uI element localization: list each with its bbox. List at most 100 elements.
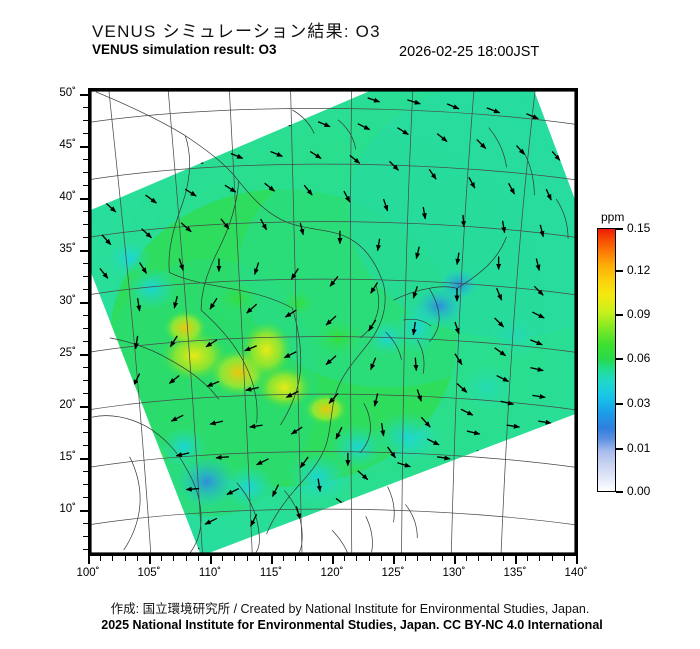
x-tick-major bbox=[332, 556, 334, 564]
x-tick-minor bbox=[125, 556, 127, 561]
y-tick-minor bbox=[83, 432, 88, 434]
x-tick-major bbox=[454, 556, 456, 564]
x-tick-minor bbox=[320, 556, 322, 561]
x-tick-minor bbox=[478, 556, 480, 561]
y-tick-minor bbox=[83, 224, 88, 226]
y-tick-minor bbox=[83, 471, 88, 473]
x-tick-minor bbox=[417, 556, 419, 561]
colorbar-tick bbox=[616, 314, 623, 316]
y-tick-minor bbox=[83, 237, 88, 239]
colorbar-gradient bbox=[597, 228, 616, 492]
colorbar-tick bbox=[616, 228, 623, 230]
colorbar-unit-label: ppm bbox=[601, 210, 625, 224]
y-tick-minor bbox=[83, 341, 88, 343]
x-tick-major bbox=[210, 556, 212, 564]
colorbar-label-012: 0.12 bbox=[627, 263, 651, 277]
title-english: VENUS simulation result: O3 bbox=[92, 42, 277, 57]
y-tick-label-25: 25˚ bbox=[59, 347, 76, 359]
y-tick-minor bbox=[83, 549, 88, 551]
x-tick-minor bbox=[295, 556, 297, 561]
x-tick-minor bbox=[527, 556, 529, 561]
x-tick-major bbox=[576, 556, 578, 564]
y-tick-minor bbox=[83, 133, 88, 135]
x-tick-label-105: 105˚ bbox=[137, 567, 161, 579]
x-tick-label-130: 130˚ bbox=[442, 567, 466, 579]
colorbar-label-009: 0.09 bbox=[627, 307, 651, 321]
y-tick-label-35: 35˚ bbox=[59, 243, 76, 255]
x-tick-minor bbox=[503, 556, 505, 561]
x-tick-label-125: 125˚ bbox=[381, 567, 405, 579]
x-tick-label-100: 100˚ bbox=[76, 567, 100, 579]
y-tick-label-50: 50˚ bbox=[59, 87, 76, 99]
x-tick-minor bbox=[539, 556, 541, 561]
x-tick-minor bbox=[247, 556, 249, 561]
map-svg bbox=[90, 90, 576, 554]
colorbar-tick bbox=[616, 270, 623, 272]
y-tick-minor bbox=[83, 536, 88, 538]
x-tick-minor bbox=[442, 556, 444, 561]
x-tick-minor bbox=[198, 556, 200, 561]
colorbar-label-000: 0.00 bbox=[627, 484, 651, 498]
x-tick-minor bbox=[112, 556, 114, 561]
y-tick-minor bbox=[83, 393, 88, 395]
colorbar-label-015: 0.15 bbox=[627, 221, 651, 235]
x-tick-minor bbox=[259, 556, 261, 561]
x-tick-major bbox=[515, 556, 517, 564]
map-plot-area bbox=[88, 88, 578, 556]
y-tick-minor bbox=[83, 315, 88, 317]
x-tick-minor bbox=[308, 556, 310, 561]
y-tick-minor bbox=[83, 523, 88, 525]
y-tick-minor bbox=[83, 419, 88, 421]
y-tick-minor bbox=[83, 380, 88, 382]
y-tick-major bbox=[80, 406, 88, 408]
y-tick-minor bbox=[83, 263, 88, 265]
y-tick-minor bbox=[83, 484, 88, 486]
colorbar-tick bbox=[616, 403, 623, 405]
y-tick-major bbox=[80, 510, 88, 512]
x-tick-label-120: 120˚ bbox=[320, 567, 344, 579]
colorbar-label-006: 0.06 bbox=[627, 351, 651, 365]
x-tick-minor bbox=[552, 556, 554, 561]
y-tick-major bbox=[80, 94, 88, 96]
x-tick-label-135: 135˚ bbox=[503, 567, 527, 579]
y-tick-label-15: 15˚ bbox=[59, 451, 76, 463]
x-tick-major bbox=[393, 556, 395, 564]
y-tick-minor bbox=[83, 172, 88, 174]
y-tick-minor bbox=[83, 276, 88, 278]
footer-credit-line: 作成: 国立環境研究所 / Created by National Instit… bbox=[110, 602, 590, 616]
y-tick-label-10: 10˚ bbox=[59, 503, 76, 515]
y-tick-label-30: 30˚ bbox=[59, 295, 76, 307]
colorbar: 0.15 0.12 0.09 0.06 0.03 0.01 0.00 bbox=[597, 221, 650, 498]
y-tick-major bbox=[80, 146, 88, 148]
x-tick-minor bbox=[369, 556, 371, 561]
x-tick-major bbox=[149, 556, 151, 564]
y-tick-label-40: 40˚ bbox=[59, 191, 76, 203]
x-tick-major bbox=[271, 556, 273, 564]
colorbar-tick bbox=[616, 358, 623, 360]
y-tick-minor bbox=[83, 367, 88, 369]
x-tick-minor bbox=[222, 556, 224, 561]
x-tick-minor bbox=[491, 556, 493, 561]
y-tick-major bbox=[80, 354, 88, 356]
coastline-layer bbox=[91, 91, 569, 554]
colorbar-label-001: 0.01 bbox=[627, 441, 651, 455]
y-tick-minor bbox=[83, 185, 88, 187]
x-tick-minor bbox=[234, 556, 236, 561]
x-tick-minor bbox=[466, 556, 468, 561]
x-tick-minor bbox=[430, 556, 432, 561]
x-tick-minor bbox=[344, 556, 346, 561]
timestamp-label: 2026-02-25 18:00JST bbox=[399, 44, 540, 60]
x-tick-minor bbox=[186, 556, 188, 561]
y-tick-minor bbox=[83, 120, 88, 122]
colorbar-label-003: 0.03 bbox=[627, 396, 651, 410]
y-tick-minor bbox=[83, 445, 88, 447]
y-tick-minor bbox=[83, 107, 88, 109]
x-tick-minor bbox=[405, 556, 407, 561]
y-tick-minor bbox=[83, 328, 88, 330]
title-japanese: VENUS シミュレーション結果: O3 bbox=[92, 22, 381, 41]
colorbar-tick bbox=[616, 448, 623, 450]
x-tick-minor bbox=[564, 556, 566, 561]
y-tick-major bbox=[80, 250, 88, 252]
y-tick-major bbox=[80, 458, 88, 460]
